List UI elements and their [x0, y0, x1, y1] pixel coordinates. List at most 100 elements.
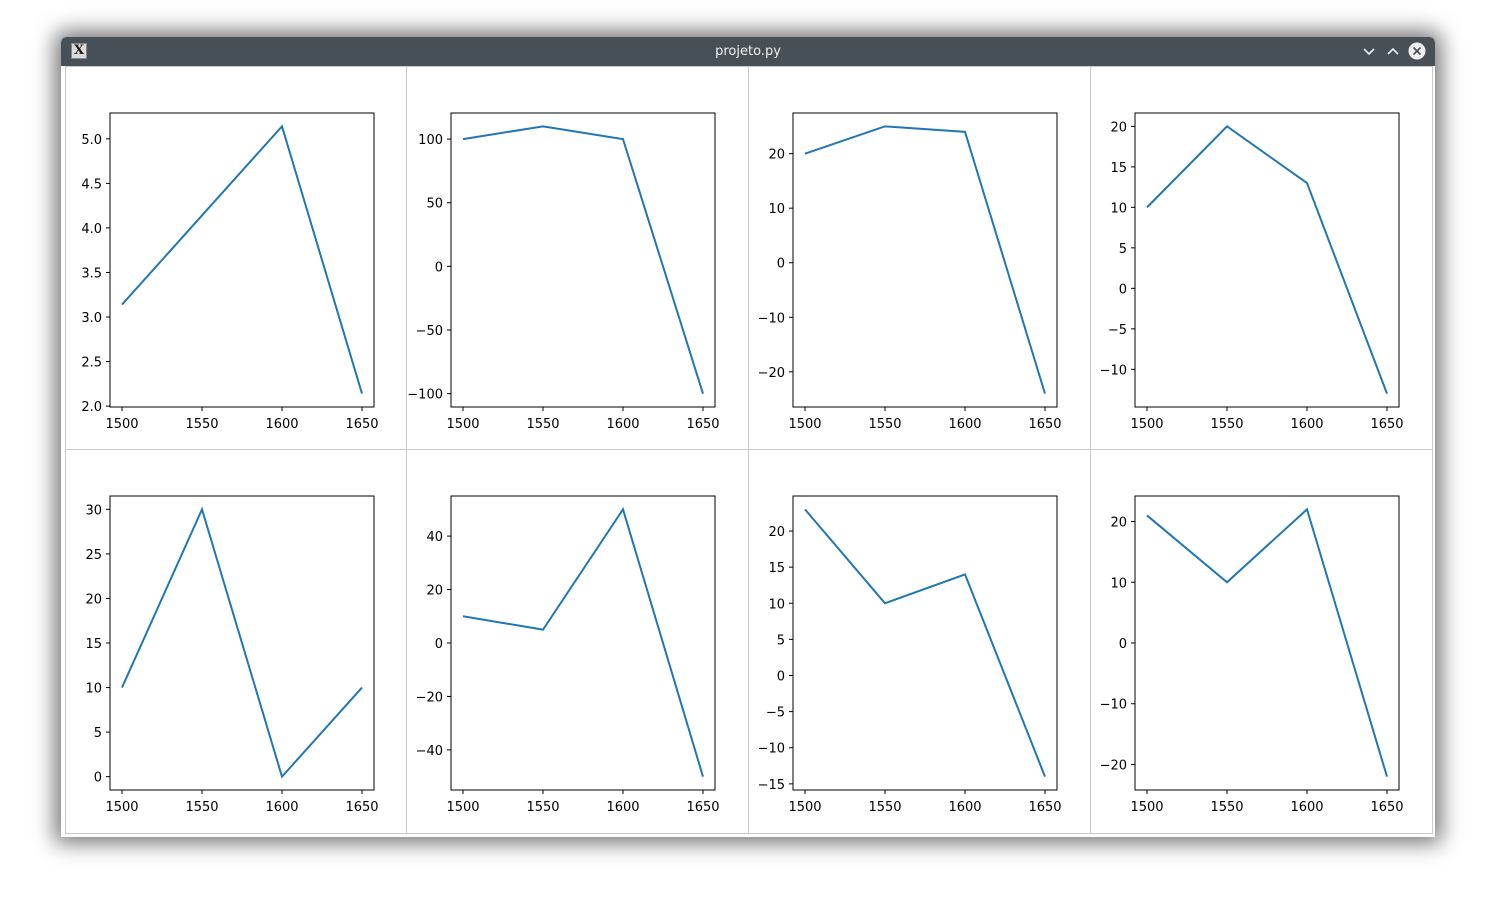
y-tick-label: 10 [85, 682, 102, 697]
x-tick-label: 1600 [606, 800, 639, 815]
x-tick-label: 1600 [606, 417, 639, 432]
chevron-up-icon [1387, 47, 1399, 55]
axes-frame [1134, 495, 1400, 791]
x-tick-label: 1650 [1370, 800, 1403, 815]
y-tick-label: 0 [435, 637, 443, 652]
maximize-button[interactable] [1385, 43, 1401, 59]
titlebar[interactable]: X projeto.py [61, 37, 1435, 66]
y-tick-label: −10 [1100, 363, 1127, 378]
y-tick-label: 5.0 [81, 133, 102, 148]
y-tick-label: −40 [416, 744, 443, 759]
y-tick-label: 0 [777, 257, 785, 272]
y-tick-label: 10 [768, 597, 785, 612]
y-tick-label: −20 [416, 690, 443, 705]
y-tick-label: 5 [777, 633, 785, 648]
y-tick-label: 3.5 [81, 266, 102, 281]
y-tick-label: 50 [426, 197, 443, 212]
y-tick-label: 4.5 [81, 177, 102, 192]
series-line [804, 125, 1046, 394]
x-tick-label: 1500 [105, 417, 138, 432]
close-icon [1408, 42, 1426, 60]
x-tick-label: 1550 [1210, 417, 1243, 432]
x-tick-label: 1550 [1210, 800, 1243, 815]
y-tick-label: 5 [1119, 242, 1127, 257]
x-tick-label: 1650 [345, 800, 378, 815]
line-chart: 1500 1550 1600 1650 −15 −10 −5 0 5 10 15 20 [758, 495, 1062, 815]
x-tick-label: 1650 [686, 800, 719, 815]
series-line [462, 125, 704, 394]
x-tick-label: 1550 [868, 800, 901, 815]
axes-frame [792, 495, 1058, 791]
axes-frame [792, 112, 1058, 408]
y-tick-label: 5 [94, 726, 102, 741]
series-line [804, 508, 1046, 778]
y-tick-label: 20 [768, 148, 785, 163]
x-tick-label: 1600 [948, 800, 981, 815]
y-tick-label: 20 [1110, 120, 1127, 135]
x-tick-label: 1550 [185, 417, 218, 432]
x-tick-label: 1650 [1028, 800, 1061, 815]
line-chart: 1500 1550 1600 1650 0 5 10 15 20 25 30 [85, 495, 379, 815]
y-tick-label: −10 [758, 311, 785, 326]
figure-canvas: 1500 1550 1600 1650 2.0 2.5 3.0 3.5 4.0 4.5 5.0 150… [65, 66, 1433, 834]
minimize-button[interactable] [1361, 43, 1377, 59]
y-tick-label: 15 [768, 561, 785, 576]
y-tick-label: 20 [768, 525, 785, 540]
subplot-4: 1500 1550 1600 1650 −10 −5 0 5 10 15 20 [1090, 66, 1433, 450]
x-tick-label: 1650 [1370, 417, 1403, 432]
y-tick-label: 25 [85, 548, 102, 563]
y-tick-label: 0 [1119, 637, 1127, 652]
x-tick-label: 1600 [1290, 417, 1323, 432]
x-tick-label: 1650 [686, 417, 719, 432]
y-tick-label: −10 [758, 742, 785, 757]
line-chart: 1500 1550 1600 1650 −20 −10 0 10 20 [1100, 495, 1404, 815]
subplot-5: 1500 1550 1600 1650 0 5 10 15 20 25 30 [65, 449, 407, 834]
y-tick-label: 10 [1110, 201, 1127, 216]
series-line [1146, 507, 1388, 777]
y-tick-label: −5 [766, 706, 785, 721]
x-tick-label: 1500 [105, 800, 138, 815]
y-tick-label: −100 [407, 388, 443, 403]
y-tick-label: 0 [777, 670, 785, 685]
y-tick-label: 2.0 [81, 400, 102, 415]
y-tick-label: 10 [1110, 576, 1127, 591]
axes-frame [109, 112, 375, 408]
chevron-down-icon [1363, 48, 1375, 56]
x-tick-label: 1650 [345, 417, 378, 432]
x-tick-label: 1500 [788, 417, 821, 432]
subplot-2: 1500 1550 1600 1650 −100 −50 0 50 100 [406, 66, 749, 450]
y-tick-label: 30 [85, 503, 102, 518]
series-line [121, 124, 363, 394]
x-tick-label: 1500 [788, 800, 821, 815]
line-chart: 1500 1550 1600 1650 2.0 2.5 3.0 3.5 4.0 4.5 5.0 [81, 112, 379, 432]
y-tick-label: 0 [435, 260, 443, 275]
subplot-1: 1500 1550 1600 1650 2.0 2.5 3.0 3.5 4.0 4.5 5.0 [65, 66, 407, 450]
x-tick-label: 1500 [1130, 417, 1163, 432]
series-line [462, 507, 704, 777]
y-tick-label: 100 [418, 133, 443, 148]
y-tick-label: 0 [1119, 282, 1127, 297]
x-tick-label: 1600 [265, 800, 298, 815]
close-button[interactable] [1408, 42, 1426, 60]
x-tick-label: 1550 [185, 800, 218, 815]
x-tick-label: 1550 [526, 417, 559, 432]
y-tick-label: −20 [758, 366, 785, 381]
y-tick-label: 3.0 [81, 311, 102, 326]
x-tick-label: 1500 [446, 417, 479, 432]
x-tick-label: 1600 [1290, 800, 1323, 815]
x-window-icon[interactable]: X [71, 43, 87, 59]
x-tick-label: 1500 [1130, 800, 1163, 815]
y-tick-label: 15 [1110, 161, 1127, 176]
x-tick-label: 1650 [1028, 417, 1061, 432]
subplot-8: 1500 1550 1600 1650 −20 −10 0 10 20 [1090, 449, 1433, 834]
y-tick-label: 20 [85, 592, 102, 607]
series-line [1146, 125, 1388, 394]
y-tick-label: −50 [416, 324, 443, 339]
y-tick-label: 40 [426, 530, 443, 545]
y-tick-label: 20 [426, 584, 443, 599]
y-tick-label: −5 [1108, 323, 1127, 338]
y-tick-label: 0 [94, 771, 102, 786]
y-tick-label: 15 [85, 637, 102, 652]
window-title: projeto.py [715, 44, 781, 59]
axes-frame [450, 495, 716, 791]
